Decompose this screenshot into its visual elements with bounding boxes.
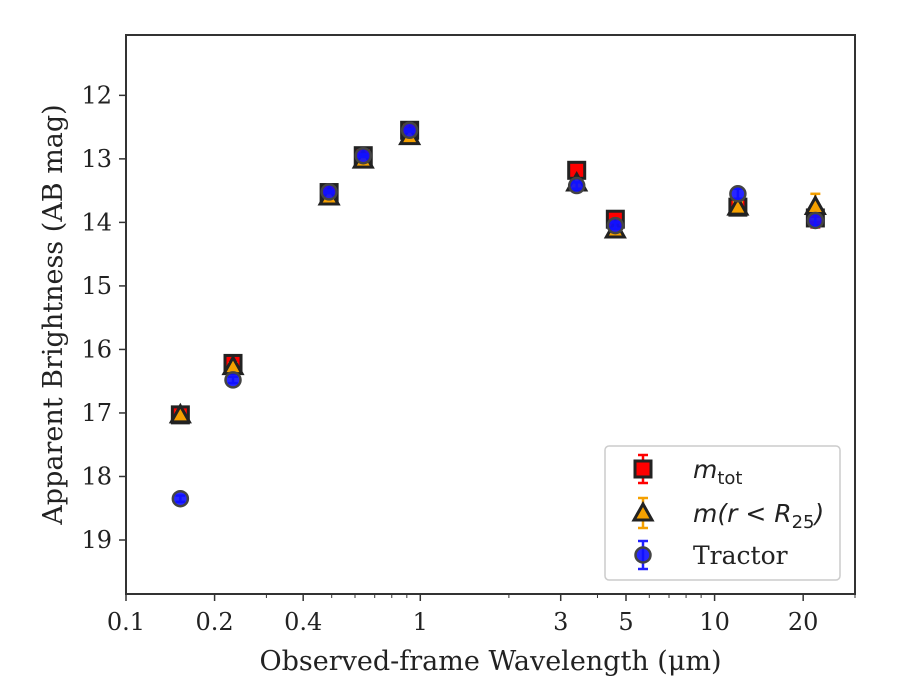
- x-tick-label: 10: [699, 608, 730, 636]
- y-tick-label: 16: [81, 335, 112, 363]
- data-point-triangle: [726, 195, 750, 216]
- y-axis-label: Apparent Brightness (AB mag): [38, 104, 69, 525]
- data-point-circle: [320, 183, 338, 201]
- data-point-circle: [567, 176, 586, 195]
- legend-label: Tractor: [693, 541, 788, 570]
- data-point-triangle: [803, 194, 827, 216]
- y-tick-label: 13: [81, 145, 112, 173]
- legend-marker-square: [633, 459, 653, 479]
- legend-box: [604, 445, 841, 581]
- data-layer: [168, 120, 827, 508]
- x-tick-label: 20: [788, 608, 819, 636]
- series-1: [170, 120, 825, 425]
- x-tick-label: 0.2: [196, 608, 234, 636]
- x-tick-label: 1: [413, 608, 428, 636]
- x-tick-label: 3: [553, 608, 568, 636]
- y-tick-label: 18: [81, 462, 112, 490]
- x-tick-label: 0.4: [284, 608, 322, 636]
- y-tick-label: 15: [81, 272, 112, 300]
- data-point-triangle: [168, 402, 192, 424]
- data-point-circle: [354, 146, 373, 165]
- y-tick-label: 14: [81, 208, 112, 236]
- data-point-circle: [400, 121, 419, 140]
- plot-frame: [125, 34, 856, 595]
- data-point-circle: [224, 371, 242, 389]
- legend: mtot m(r < R25) Tractor: [604, 445, 841, 581]
- legend-marker-circle: [634, 546, 652, 564]
- series-2: [168, 124, 827, 424]
- data-point-circle: [606, 216, 625, 235]
- data-point-circle: [806, 211, 825, 230]
- y-tick-label: 17: [81, 399, 112, 427]
- x-tick-label: 0.1: [107, 608, 145, 636]
- legend-label: m(r < R25): [693, 499, 824, 533]
- x-axis-label: Observed-frame Wavelength (μm): [259, 646, 721, 677]
- series-3: [171, 121, 825, 508]
- legend-label: mtot: [693, 455, 743, 489]
- x-tick-label: 5: [618, 608, 633, 636]
- data-point-circle: [171, 489, 190, 508]
- data-point-circle: [729, 185, 747, 203]
- y-tick-label: 12: [81, 81, 112, 109]
- legend-marker-triangle: [631, 500, 655, 522]
- y-tick-label: 19: [81, 526, 112, 554]
